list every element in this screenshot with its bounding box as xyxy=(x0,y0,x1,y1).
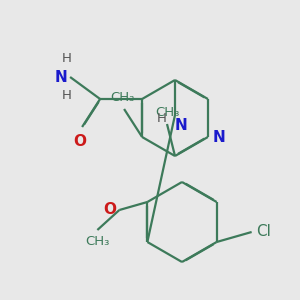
Text: CH₃: CH₃ xyxy=(155,106,179,119)
Text: Cl: Cl xyxy=(256,224,271,239)
Text: N: N xyxy=(213,130,226,145)
Text: H: H xyxy=(62,52,72,65)
Text: N: N xyxy=(54,70,67,85)
Text: CH₃: CH₃ xyxy=(85,235,110,248)
Text: N: N xyxy=(175,118,188,133)
Text: CH₃: CH₃ xyxy=(110,91,134,104)
Text: O: O xyxy=(103,202,116,217)
Text: H: H xyxy=(157,112,167,124)
Text: H: H xyxy=(62,89,72,102)
Text: O: O xyxy=(74,134,87,149)
